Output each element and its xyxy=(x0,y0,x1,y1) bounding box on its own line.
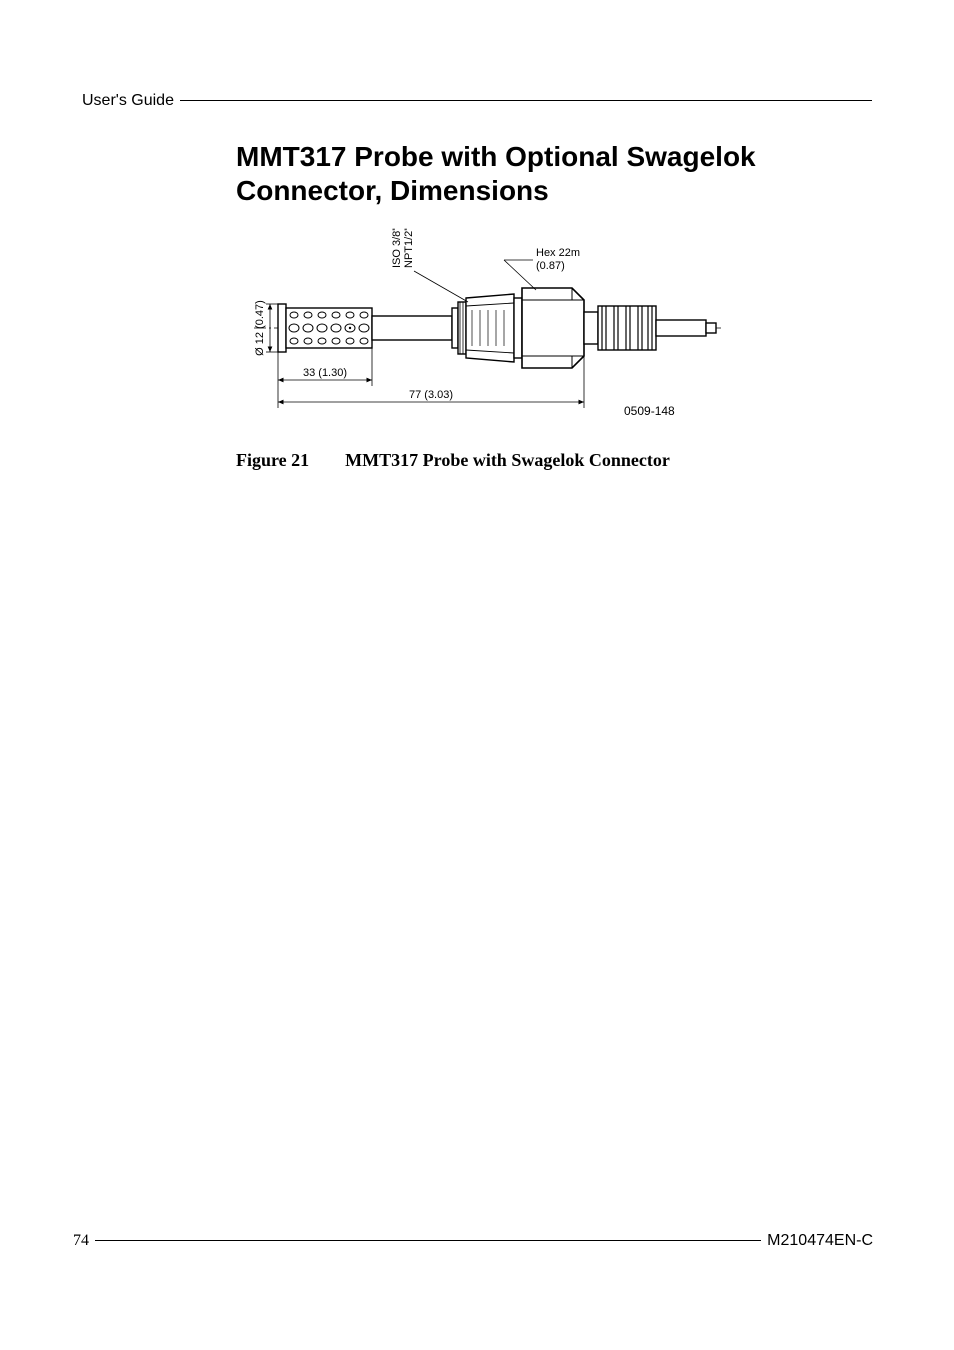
footer-doc-id: M210474EN-C xyxy=(767,1232,873,1250)
footer-rule xyxy=(95,1240,761,1241)
dim-hex-2: (0.87) xyxy=(536,260,565,272)
dim-77: 77 (3.03) xyxy=(409,389,453,401)
footer-page-number: 74 xyxy=(73,1232,89,1250)
page-footer: 74 M210474EN-C xyxy=(73,1232,873,1250)
dim-hex-1: Hex 22m xyxy=(536,247,580,259)
section-title: MMT317 Probe with Optional Swagelok Conn… xyxy=(236,140,866,207)
figure-caption: Figure 21 MMT317 Probe with Swagelok Conn… xyxy=(236,450,670,471)
dim-diameter: Ø 12 (0.47) xyxy=(254,300,266,356)
figure-caption-label: Figure 21 xyxy=(236,450,309,470)
page-header: User's Guide xyxy=(82,92,872,110)
header-rule xyxy=(180,100,872,101)
header-title: User's Guide xyxy=(82,92,174,110)
figure-drawing: Ø 12 (0.47) ISO 3/8" or NPT1/2" Hex 22m … xyxy=(236,228,726,428)
page: User's Guide MMT317 Probe with Optional … xyxy=(0,0,954,1350)
figure-caption-text: MMT317 Probe with Swagelok Connector xyxy=(345,450,670,470)
dim-thread-1: ISO 3/8" or xyxy=(391,228,403,268)
dim-thread-2: NPT1/2" xyxy=(403,228,415,268)
dim-33: 33 (1.30) xyxy=(303,367,347,379)
drawing-id: 0509-148 xyxy=(624,404,675,418)
